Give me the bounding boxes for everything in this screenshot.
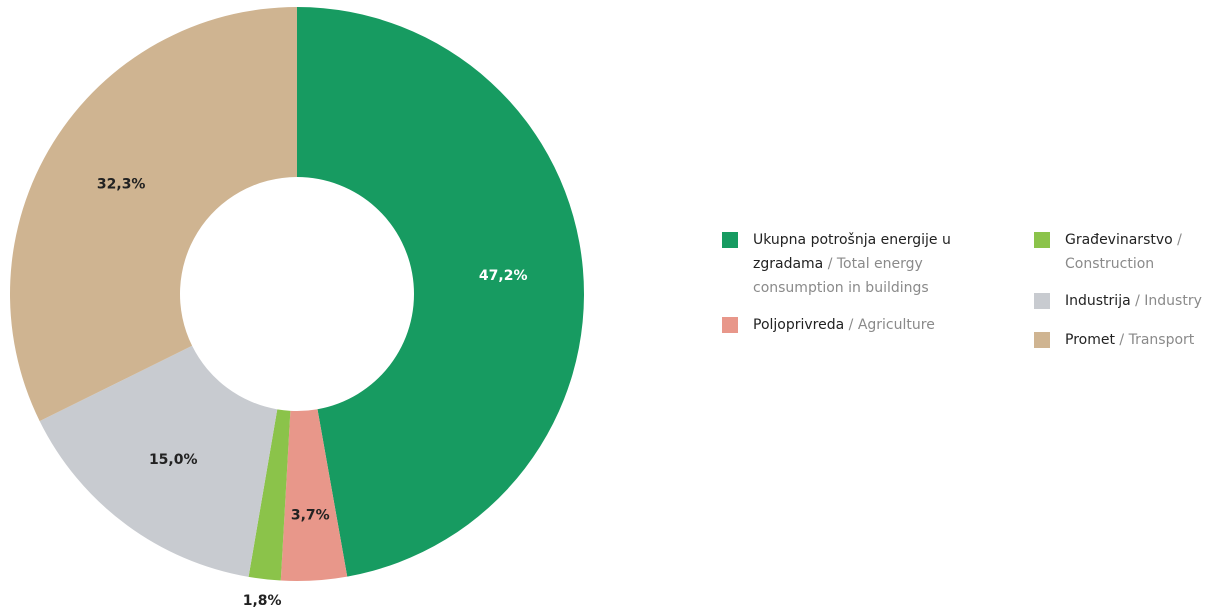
legend-translation: / Construction — [1065, 232, 1182, 272]
legend-label: Promet — [1065, 332, 1115, 348]
data-label: 32,3% — [97, 177, 146, 193]
legend-text: Građevinarstvo / Construction — [1065, 228, 1215, 276]
data-label: 1,8% — [243, 593, 282, 609]
legend-label: Poljoprivreda — [753, 317, 845, 333]
legend-item: Poljoprivreda / Agriculture — [722, 313, 973, 337]
legend-translation: / Agriculture — [848, 317, 935, 333]
legend-translation: / Total energy consumption in buildings — [753, 256, 929, 296]
donut-slice — [9, 7, 297, 422]
legend-swatch — [722, 232, 738, 248]
legend-swatch — [722, 317, 738, 333]
legend-item: Građevinarstvo / Construction — [1034, 228, 1215, 276]
donut-slice — [280, 409, 348, 582]
chart: 47,2% 3,7% 1,8% 15,0% 32,3% — [9, 7, 584, 609]
donut-slice — [39, 345, 278, 577]
legend-label: Građevinarstvo — [1065, 232, 1173, 248]
legend-text: Promet / Transport — [1065, 328, 1194, 352]
donut-slice — [297, 7, 584, 577]
legend-item: Promet / Transport — [1034, 328, 1225, 352]
legend-swatch — [1034, 332, 1050, 348]
legend-label: Ukupna potrošnja energije u zgradama — [753, 232, 951, 272]
legend-item: Ukupna potrošnja energije u zgradama / T… — [722, 228, 973, 300]
data-label: 47,2% — [479, 268, 528, 284]
data-label: 15,0% — [149, 452, 198, 468]
legend-label: Industrija — [1065, 293, 1131, 309]
donut-slice — [248, 409, 291, 581]
legend-translation: / Transport — [1119, 332, 1195, 348]
legend-text: Industrija / Industry — [1065, 289, 1202, 313]
data-label: 3,7% — [291, 508, 330, 524]
legend-swatch — [1034, 232, 1050, 248]
legend-translation: / Industry — [1135, 293, 1202, 309]
legend-text: Poljoprivreda / Agriculture — [753, 313, 935, 337]
legend-text: Ukupna potrošnja energije u zgradama / T… — [753, 228, 973, 300]
legend-swatch — [1034, 293, 1050, 309]
legend-item: Industrija / Industry — [1034, 289, 1225, 313]
